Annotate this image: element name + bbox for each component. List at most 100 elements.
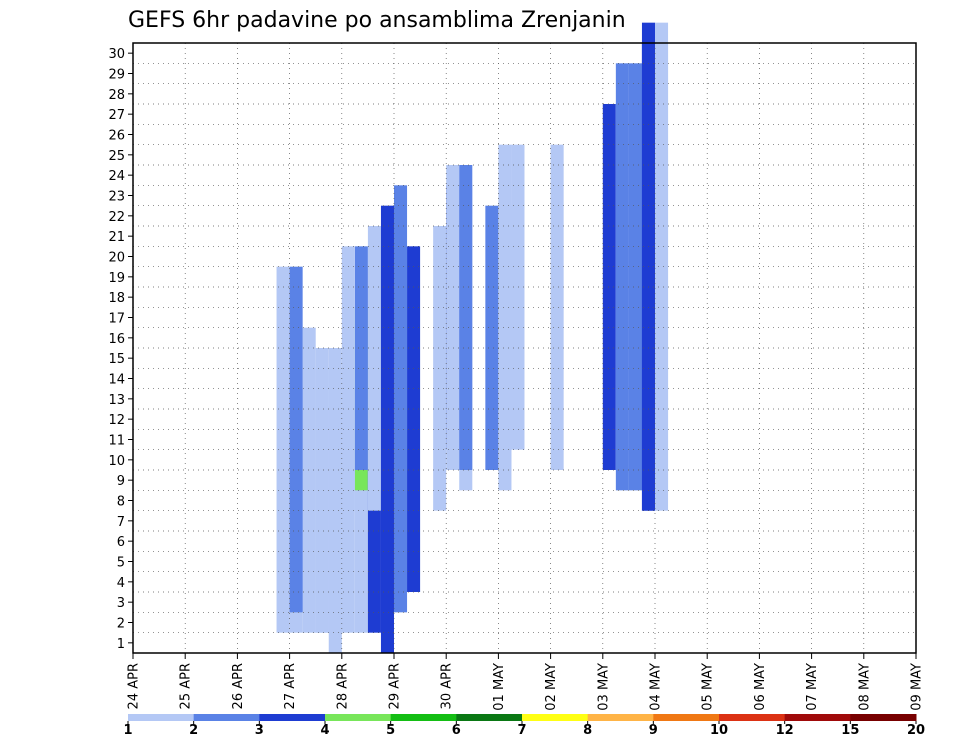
y-tick-label: 3 xyxy=(117,596,125,611)
heatmap-cell xyxy=(446,165,460,470)
legend-swatch xyxy=(719,714,786,721)
heatmap-cell xyxy=(341,246,355,511)
legend-swatch xyxy=(259,714,326,721)
y-tick-label: 11 xyxy=(108,434,125,449)
x-tick-label: 28 APR xyxy=(335,663,350,709)
legend-swatch xyxy=(128,714,195,721)
x-tick-label: 24 APR xyxy=(127,663,142,709)
y-axis: 1234567891011121314151617181920212223242… xyxy=(108,47,133,652)
heatmap-cell xyxy=(655,22,669,491)
y-tick-label: 14 xyxy=(108,373,125,388)
heatmap-cell xyxy=(407,246,421,592)
heatmap-cell xyxy=(459,165,473,470)
y-tick-label: 26 xyxy=(108,129,125,144)
legend-label: 1 xyxy=(123,723,132,738)
plot-frame xyxy=(132,42,917,654)
heatmap-cell xyxy=(602,104,616,470)
legend-label: 4 xyxy=(320,723,329,738)
legend-label: 9 xyxy=(649,723,658,738)
x-tick-label: 26 APR xyxy=(231,663,246,709)
y-tick-label: 7 xyxy=(117,515,125,530)
x-tick-label: 07 MAY xyxy=(805,663,820,711)
x-axis: 24 APR 25 APR 26 APR 27 APR 28 APR 29 APR 30 A… xyxy=(127,653,925,711)
y-tick-label: 22 xyxy=(108,210,125,225)
y-tick-label: 2 xyxy=(117,617,125,632)
x-tick-label: 06 MAY xyxy=(753,663,768,711)
legend-label: 15 xyxy=(841,723,859,738)
chart-title: GEFS 6hr padavine po ansamblima Zrenjani… xyxy=(128,8,626,33)
heatmap-cell xyxy=(433,226,447,511)
y-tick-label: 6 xyxy=(117,535,125,550)
heatmap-cell xyxy=(289,266,303,613)
heatmap-cell xyxy=(328,348,342,633)
x-tick-label: 27 APR xyxy=(283,663,298,709)
heatmap-cell xyxy=(394,185,408,470)
heatmap-cell xyxy=(550,144,564,471)
heatmap-cell xyxy=(498,144,512,471)
y-tick-label: 12 xyxy=(108,413,125,428)
y-tick-label: 29 xyxy=(108,68,125,83)
legend-swatch xyxy=(522,714,589,721)
y-tick-label: 16 xyxy=(108,332,125,347)
x-tick-label: 03 MAY xyxy=(596,663,611,711)
legend-label: 12 xyxy=(776,723,794,738)
y-tick-label: 15 xyxy=(108,352,125,367)
x-tick-label: 04 MAY xyxy=(649,663,664,711)
y-tick-label: 25 xyxy=(108,149,125,164)
legend-swatch xyxy=(325,714,392,721)
y-tick-label: 24 xyxy=(108,169,125,184)
heatmap-cell xyxy=(628,63,642,491)
heatmap-cell xyxy=(380,205,394,511)
legend-swatch xyxy=(850,714,917,721)
x-tick-label: 05 MAY xyxy=(701,663,716,711)
legend-swatch xyxy=(390,714,457,721)
legend-swatch xyxy=(456,714,523,721)
heatmap-cell xyxy=(615,63,629,491)
heatmap-cell xyxy=(302,327,316,613)
legend-label: 2 xyxy=(189,723,198,738)
y-tick-label: 5 xyxy=(117,556,125,571)
y-tick-label: 10 xyxy=(108,454,125,469)
x-tick-label: 09 MAY xyxy=(910,663,925,711)
y-tick-label: 9 xyxy=(117,474,125,489)
legend-label: 5 xyxy=(386,723,395,738)
x-tick-label: 01 MAY xyxy=(492,663,507,711)
x-tick-label: 02 MAY xyxy=(544,663,559,711)
y-tick-label: 28 xyxy=(108,88,125,103)
x-tick-label: 30 APR xyxy=(440,663,455,709)
heatmap-cell xyxy=(367,226,381,511)
legend-label: 8 xyxy=(583,723,592,738)
legend: 1 2 3 4 5 6 7 8 9 10 12 15 20 xyxy=(123,714,925,738)
legend-swatch xyxy=(653,714,720,721)
heatmap-cell xyxy=(354,246,368,470)
y-tick-label: 17 xyxy=(108,312,125,327)
legend-label: 20 xyxy=(907,723,925,738)
legend-label: 7 xyxy=(517,723,526,738)
legend-label: 3 xyxy=(255,723,264,738)
legend-label: 6 xyxy=(452,723,461,738)
y-tick-label: 18 xyxy=(108,291,125,306)
legend-swatch xyxy=(193,714,260,721)
y-tick-label: 20 xyxy=(108,251,125,266)
y-tick-label: 27 xyxy=(108,108,125,123)
x-tick-label: 25 APR xyxy=(179,663,194,709)
y-tick-label: 19 xyxy=(108,271,125,286)
cells-layer xyxy=(276,22,669,653)
x-tick-label: 08 MAY xyxy=(857,663,872,711)
heatmap-cell xyxy=(485,205,499,471)
legend-label: 10 xyxy=(710,723,728,738)
y-tick-label: 4 xyxy=(117,576,125,591)
legend-swatch xyxy=(784,714,851,721)
legend-swatch xyxy=(587,714,654,721)
y-tick-label: 21 xyxy=(108,230,125,245)
y-tick-label: 30 xyxy=(108,47,125,62)
x-tick-label: 29 APR xyxy=(388,663,403,709)
y-tick-label: 8 xyxy=(117,495,125,510)
grid-layer xyxy=(133,43,916,653)
y-tick-label: 23 xyxy=(108,190,125,205)
y-tick-label: 13 xyxy=(108,393,125,408)
y-tick-label: 1 xyxy=(117,637,125,652)
heatmap-cell xyxy=(315,348,329,633)
heatmap-cell xyxy=(511,144,525,450)
